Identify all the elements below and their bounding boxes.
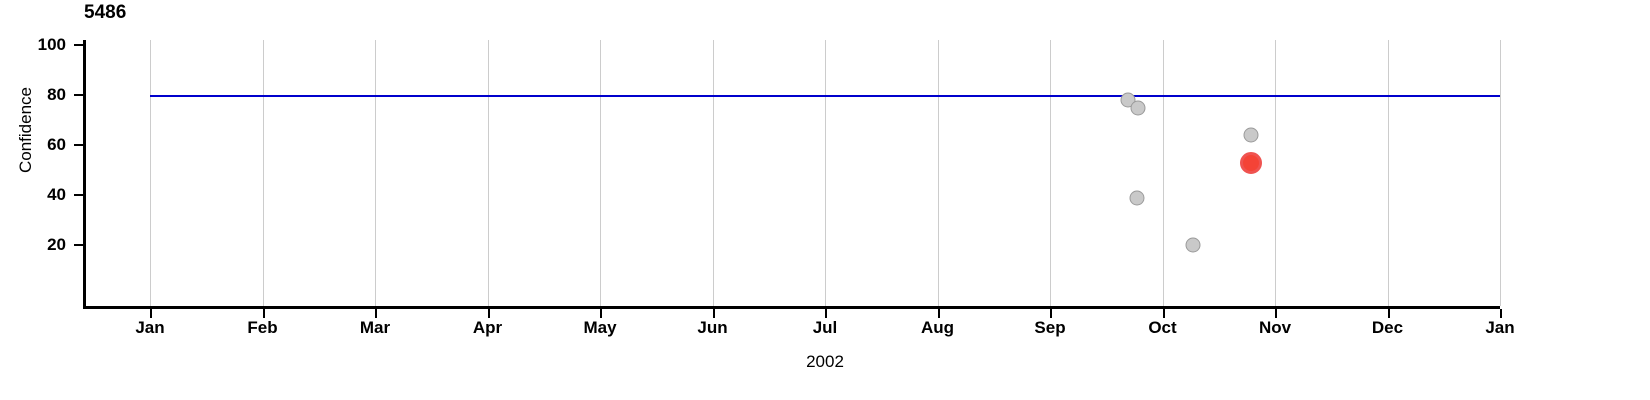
x-tick-label-mar-2: Mar [359,318,391,337]
x-tick-8 [1050,309,1052,318]
x-tick-label-apr-3: Apr [472,318,503,337]
x-tick-0 [150,309,152,318]
x-tick-label-nov-10: Nov [1258,318,1292,337]
gridline-may-4 [600,40,601,306]
x-tick-label-jan-12: Jan [1485,318,1515,337]
gridline-jun-5 [712,40,714,306]
y-tick-100 [74,44,83,46]
y-tick-label-80: 80 [47,85,66,104]
gridline-sep-8 [1050,40,1051,306]
x-tick-label-dec-11: Dec [1371,318,1404,337]
x-tick-label-jul-6: Jul [812,318,838,337]
x-tick-11 [1387,309,1390,318]
x-tick-12 [1500,309,1502,318]
gridline-jan-0 [150,40,151,306]
y-axis-line [83,40,86,308]
x-tick-1 [262,309,265,318]
x-axis-label: 2002 [806,352,844,371]
data-point[interactable] [1185,237,1201,253]
gridline-jul-6 [825,40,826,306]
x-tick-6 [825,309,827,318]
x-tick-label-aug-7: Aug [920,318,955,337]
threshold-line [150,95,1500,97]
x-tick-label-sep-8: Sep [1034,318,1066,337]
x-tick-4 [600,309,602,318]
x-tick-label-oct-9: Oct [1148,318,1177,337]
x-tick-3 [487,309,490,318]
y-tick-label-40: 40 [47,185,66,204]
data-point[interactable] [1130,100,1146,115]
x-tick-label-jan-0: Jan [135,318,165,337]
gridline-dec-11 [1387,40,1389,306]
x-tick-label-feb-1: Feb [247,318,278,337]
x-tick-10 [1275,309,1277,318]
chart-title: 5486 [84,2,127,23]
x-tick-label-may-4: May [583,318,617,337]
x-tick-2 [375,309,377,318]
y-tick-80 [74,94,83,96]
y-tick-60 [74,144,83,146]
x-axis-line [83,306,1500,309]
gridline-apr-3 [487,40,489,306]
data-point-highlighted[interactable] [1240,151,1263,174]
y-tick-label-20: 20 [47,235,66,254]
y-tick-20 [74,244,83,246]
gridline-oct-9 [1162,40,1164,306]
x-tick-5 [712,309,715,318]
x-tick-7 [937,309,940,318]
gridline-feb-1 [262,40,264,306]
y-tick-40 [74,194,83,196]
y-tick-label-60: 60 [47,135,66,154]
data-point[interactable] [1129,190,1145,205]
gridline-jan-12 [1500,40,1501,306]
y-tick-label-100: 100 [37,35,66,54]
data-point[interactable] [1243,127,1259,143]
x-tick-label-jun-5: Jun [697,318,728,337]
y-axis-label: Confidence [16,87,35,174]
gridline-aug-7 [937,40,939,306]
gridline-nov-10 [1275,40,1276,306]
x-tick-9 [1162,309,1165,318]
gridline-mar-2 [375,40,376,306]
